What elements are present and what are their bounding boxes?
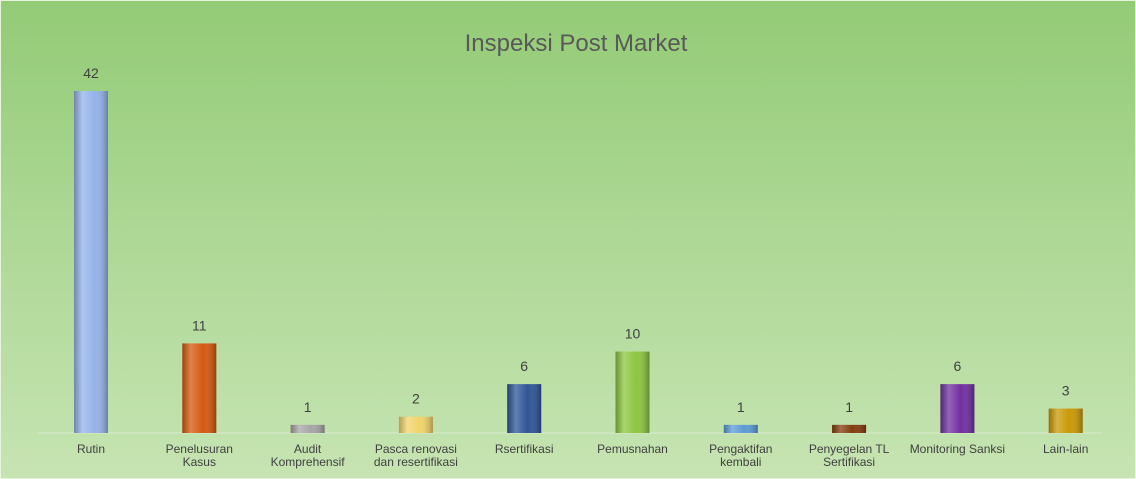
bar-shine — [940, 384, 975, 433]
value-label: 10 — [625, 326, 641, 342]
x-tick-label: Pasca renovasi dan resertifikasi — [373, 442, 458, 469]
bar-shine — [615, 351, 650, 433]
value-label: 11 — [192, 317, 207, 333]
x-tick-label: Audit Komprehensif — [270, 442, 345, 469]
value-label: 42 — [83, 65, 99, 81]
x-tick-label: Penelusuran Kasus — [165, 442, 233, 469]
value-label: 1 — [845, 399, 853, 415]
x-tick-label: Pengaktifan kembali — [709, 442, 773, 469]
bar-shine — [398, 416, 433, 433]
x-tick-label: Lain-lain — [1043, 442, 1089, 456]
value-label: 6 — [954, 358, 962, 374]
bar-shine — [290, 424, 325, 433]
bar-shine — [832, 424, 867, 433]
bar-shine — [74, 91, 108, 433]
bar-shine — [182, 343, 217, 433]
value-label: 3 — [1062, 383, 1070, 399]
x-tick-label: Pemusnahan — [597, 442, 668, 456]
chart-title: Inspeksi Post Market — [465, 30, 688, 57]
bar-shine — [507, 384, 542, 433]
x-tick-label: Rutin — [76, 442, 105, 456]
value-label: 2 — [412, 391, 420, 407]
value-label: 1 — [304, 399, 312, 415]
bar-shine — [1048, 408, 1083, 433]
x-tick-label: Rsertifikasi — [494, 442, 554, 456]
x-tick-label: Monitoring Sanksi — [909, 442, 1006, 456]
bar-shine — [723, 424, 758, 433]
value-label: 6 — [520, 358, 528, 374]
x-tick-label: Penyegelan TL Sertifikasi — [808, 442, 890, 469]
value-label: 1 — [737, 399, 745, 415]
